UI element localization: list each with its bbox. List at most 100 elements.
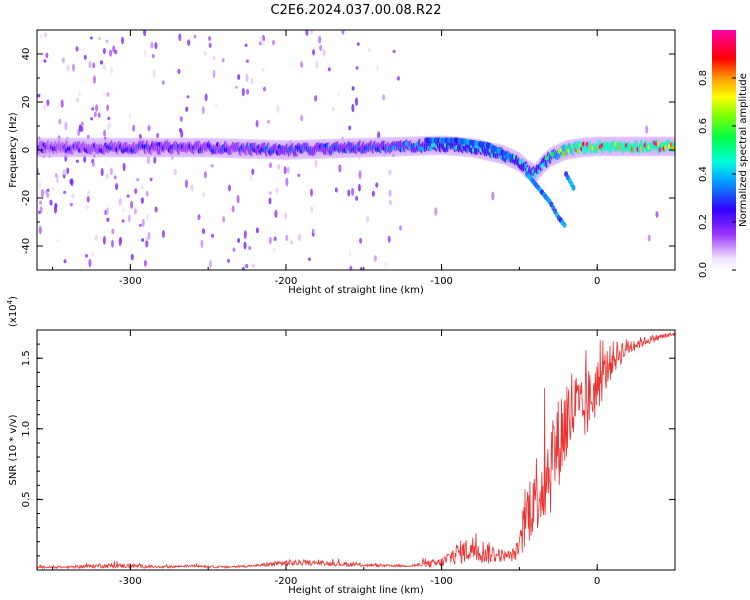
- noise-cell: [179, 116, 183, 122]
- noise-cell: [285, 234, 289, 242]
- noise-cell: [185, 179, 188, 188]
- noise-cell: [152, 69, 156, 78]
- noise-cell: [371, 190, 375, 197]
- noise-cell: [387, 235, 391, 243]
- noise-cell: [366, 215, 370, 223]
- noise-cell: [359, 237, 363, 244]
- snr-y-axis-label: SNR (10 * v/v): [8, 414, 19, 485]
- noise-cell: [39, 34, 43, 39]
- noise-cell: [93, 111, 97, 118]
- noise-cell: [337, 93, 340, 96]
- noise-cell: [95, 104, 99, 112]
- noise-cell: [232, 247, 236, 252]
- noise-cell: [71, 193, 75, 198]
- noise-cell: [348, 125, 352, 131]
- noise-cell: [146, 213, 149, 220]
- noise-cell: [197, 214, 201, 221]
- noise-cell: [87, 190, 91, 198]
- heatmap-x-ticks: -300 -200 -100 0: [52, 30, 676, 287]
- colorbar-tick-label: 0.8: [698, 70, 709, 86]
- noise-cell: [76, 97, 80, 103]
- noise-cell: [145, 190, 149, 197]
- noise-cell: [283, 166, 287, 175]
- snr-y-multiplier: (x104): [6, 296, 19, 327]
- noise-cell: [118, 197, 122, 206]
- noise-cell: [63, 259, 67, 264]
- noise-cell: [221, 58, 225, 63]
- noise-cell: [236, 195, 240, 204]
- noise-cell: [222, 216, 226, 223]
- noise-cell: [300, 114, 304, 122]
- heatmap-y-ticks: -40 -20 0 20 40: [21, 29, 675, 271]
- noise-cell: [298, 233, 301, 241]
- noise-cell: [186, 95, 190, 99]
- noise-cell: [86, 205, 89, 210]
- noise-cell: [255, 119, 259, 128]
- noise-cell: [359, 267, 363, 270]
- y-tick-label: 0.5: [21, 491, 32, 507]
- noise-cell: [286, 166, 290, 174]
- noise-cell: [97, 36, 101, 41]
- snr-panel: -300 -200 -100 0 0.5 1.0 1.5 Height of straig…: [6, 296, 676, 596]
- noise-cell: [261, 67, 265, 72]
- noise-cell: [91, 107, 95, 111]
- noise-cell: [105, 39, 109, 43]
- noise-cell: [69, 202, 73, 207]
- noise-cell: [80, 121, 84, 127]
- noise-cell: [37, 94, 41, 98]
- noise-cell: [106, 104, 110, 111]
- y-tick-label: 0: [21, 147, 32, 153]
- noise-cell: [154, 206, 158, 213]
- noise-cell: [134, 188, 138, 195]
- noise-cell: [177, 68, 181, 74]
- noise-cell: [49, 199, 53, 206]
- noise-cell: [392, 49, 396, 54]
- noise-cell: [208, 42, 212, 48]
- noise-cell: [377, 131, 381, 139]
- noise-cell: [185, 106, 189, 112]
- noise-cell: [348, 250, 352, 257]
- noise-cell: [399, 225, 402, 231]
- noise-cell: [202, 228, 205, 235]
- noise-cell: [80, 126, 84, 132]
- noise-cell: [133, 208, 137, 215]
- x-tick-label: 0: [594, 576, 600, 587]
- x-tick-label: -200: [275, 576, 298, 587]
- noise-cell: [173, 168, 177, 176]
- colorbar-label: Normalized spectral amplitude: [738, 73, 749, 227]
- y-tick-label: 1.0: [21, 421, 32, 437]
- noise-cell: [255, 227, 259, 234]
- noise-cell: [367, 47, 371, 53]
- noise-cell: [245, 73, 249, 83]
- noise-cell: [151, 54, 155, 59]
- noise-cell: [275, 187, 279, 194]
- noise-cell: [384, 260, 388, 269]
- noise-cell: [246, 88, 250, 95]
- branch-cell: [508, 153, 513, 160]
- noise-cell: [89, 36, 93, 40]
- noise-cell: [140, 185, 144, 190]
- noise-cell: [126, 194, 130, 198]
- noise-cell: [351, 86, 355, 91]
- noise-cell: [105, 173, 109, 179]
- noise-cell: [204, 93, 208, 102]
- noise-cell: [375, 182, 379, 188]
- noise-cell: [491, 191, 495, 201]
- heatmap-x-axis-label: Height of straight line (km): [288, 285, 424, 296]
- noise-cell: [103, 129, 107, 137]
- noise-cell: [60, 99, 64, 108]
- noise-cell: [241, 87, 245, 97]
- noise-cell: [351, 103, 355, 113]
- colorbar: 0.0 0.2 0.4 0.6 0.8 Normalized spectral ampl…: [698, 30, 749, 278]
- noise-cell: [284, 212, 288, 220]
- noise-cell: [143, 260, 147, 267]
- noise-cell: [70, 178, 74, 187]
- colorbar-tick-label: 0.0: [698, 262, 709, 278]
- noise-cell: [75, 159, 79, 163]
- noise-cell: [300, 61, 304, 68]
- noise-cell: [106, 217, 110, 222]
- snr-y-multiplier-exp: 4: [6, 299, 14, 304]
- noise-cell: [145, 239, 149, 248]
- branch-cell: [571, 184, 576, 191]
- y-tick-label: 20: [21, 96, 32, 109]
